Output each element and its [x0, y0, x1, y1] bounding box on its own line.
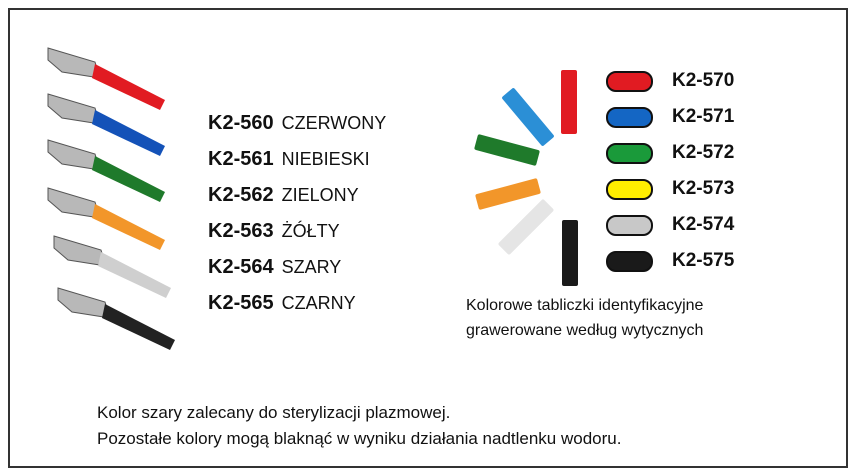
product-color: SZARY	[282, 257, 342, 277]
tag-code: K2-571	[672, 106, 734, 128]
tag-code: K2-572	[672, 142, 734, 164]
product-row: K2-565 CZARNY	[208, 292, 356, 315]
caption: Kolorowe tabliczki identyfikacyjne	[466, 297, 703, 315]
tag-code: K2-574	[672, 214, 734, 236]
product-code: K2-565	[208, 292, 274, 314]
product-color: ŻÓŁTY	[282, 221, 340, 241]
clips	[48, 48, 175, 350]
product-color: ZIELONY	[282, 185, 359, 205]
product-row: K2-560 CZERWONY	[208, 112, 386, 135]
note: Pozostałe kolory mogą blaknąć w wyniku d…	[97, 429, 621, 449]
caption: grawerowane według wytycznych	[466, 322, 703, 340]
product-code: K2-564	[208, 256, 274, 278]
product-code: K2-562	[208, 184, 274, 206]
product-color: NIEBIESKI	[282, 149, 370, 169]
page: K2-560 CZERWONY K2-561 NIEBIESKI K2-562 ZIELO…	[0, 0, 857, 461]
product-row: K2-564 SZARY	[208, 256, 341, 279]
product-code: K2-561	[208, 148, 274, 170]
tag-code: K2-573	[672, 178, 734, 200]
product-row: K2-563 ŻÓŁTY	[208, 220, 340, 243]
swatches	[607, 72, 652, 271]
product-row: K2-561 NIEBIESKI	[208, 148, 370, 171]
tag-code: K2-570	[672, 70, 734, 92]
product-row: K2-562 ZIELONY	[208, 184, 359, 207]
tag-code: K2-575	[672, 250, 734, 272]
tag-fan	[474, 70, 578, 286]
product-color: CZERWONY	[282, 113, 387, 133]
note: Kolor szary zalecany do sterylizacji pla…	[97, 403, 450, 423]
product-color: CZARNY	[282, 293, 356, 313]
product-code: K2-560	[208, 112, 274, 134]
product-code: K2-563	[208, 220, 274, 242]
